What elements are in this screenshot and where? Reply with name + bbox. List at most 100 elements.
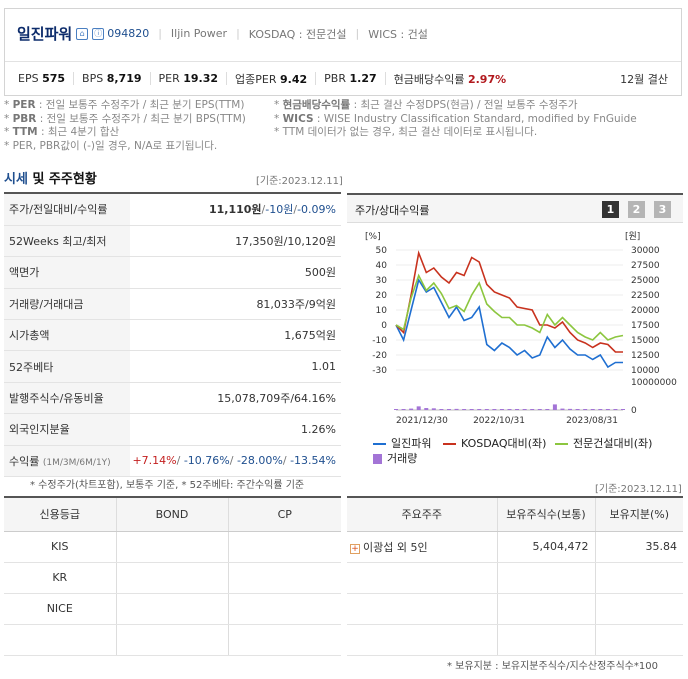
table-top-border — [4, 192, 341, 194]
period-button-2[interactable]: 2 — [628, 201, 645, 218]
volume-bar — [469, 409, 474, 410]
y-tick-label: -10 — [372, 336, 387, 346]
price-value: 11,110원/-10원/-0.09% — [130, 194, 341, 226]
y-tick-label: 50 — [376, 246, 388, 256]
stat-industry-per: 업종PER 9.42 — [235, 72, 308, 86]
note-per: * PER : 전일 보통주 수정주가 / 최근 분기 EPS(TTM) — [4, 99, 245, 111]
credit-rating-table: 신용등급 BOND CP KIS KR NICE — [4, 498, 341, 656]
volume-bar — [484, 409, 489, 410]
stat-bps: BPS 8,719 — [82, 72, 142, 85]
volume-bar — [575, 409, 580, 410]
section-title: 시세 및 주주현황 — [4, 172, 97, 187]
volume-bar — [454, 408, 459, 410]
base-date: [기준:2023.12.11] — [595, 484, 682, 495]
y-tick-label: 40 — [376, 261, 388, 271]
y2-tick-label: 17500 — [631, 321, 660, 331]
table-top-border — [4, 496, 341, 498]
stat-per: PER 19.32 — [158, 72, 219, 85]
note-ttm-missing: * TTM 데이터가 없는 경우, 최근 결산 데이터로 표시됩니다. — [274, 126, 538, 138]
y-tick-label: 10 — [376, 306, 388, 316]
divider: | — [355, 27, 360, 40]
stat-eps: EPS 575 — [18, 72, 66, 85]
table-row[interactable]: + 이광섭 외 5인 5,404,472 35.84 — [347, 531, 683, 563]
table-row — [347, 624, 683, 656]
volume-bar — [424, 408, 429, 410]
returns-label: 수익률 (1M/3M/6M/1Y) — [4, 445, 130, 478]
volume-bar — [507, 409, 512, 410]
note-wics: * WICS : WISE Industry Classification St… — [274, 112, 637, 125]
volume-bar — [613, 409, 618, 410]
y-tick-label: 0 — [381, 321, 387, 331]
y-axis-label: [%] — [365, 232, 381, 242]
volume-bar — [583, 409, 588, 410]
table-row: NICE — [4, 593, 341, 625]
volume-bar — [409, 408, 414, 410]
volume-bar — [515, 409, 520, 410]
series-line — [395, 273, 624, 341]
table-row: KIS — [4, 531, 341, 563]
table-row: 주가/전일대비/수익률 11,110원/-10원/-0.09% — [4, 194, 341, 226]
market-footnote: * 수정주가(차트포함), 보통주 기준, * 52주베타: 주간수익률 기준 — [30, 480, 305, 491]
volume-bar — [499, 409, 504, 410]
table-row: 외국인지분율 1.26% — [4, 413, 341, 446]
table-row: 52주베타 1.01 — [4, 350, 341, 383]
volume-bar — [605, 409, 610, 410]
y2-tick-label: 25000 — [631, 276, 660, 286]
home-icon[interactable]: ⌂ — [76, 27, 89, 40]
y2-tick-label: 30000 — [631, 246, 660, 256]
y2-tick-label: 20000 — [631, 306, 660, 316]
volume-bar — [522, 409, 527, 410]
shareholders-table: 주요주주 보유주식수(보통) 보유지분(%) + 이광섭 외 5인 5,404,4… — [347, 498, 683, 656]
volume-bar — [446, 409, 451, 410]
y-tick-label: 30 — [376, 276, 388, 286]
legend-item: KOSDAQ대비(좌) — [443, 435, 546, 451]
volume-bar — [416, 406, 421, 410]
key-stats-row: EPS 575 BPS 8,719 PER 19.32 업종PER 9.42 P… — [5, 61, 681, 95]
volume-bar — [477, 409, 482, 410]
y2-tick-label: 15000 — [631, 336, 660, 346]
market-info-table: 주가/전일대비/수익률 11,110원/-10원/-0.09% 52Weeks … — [4, 194, 341, 478]
base-date: [기준:2023.12.11] — [256, 176, 343, 187]
volume-tick-label: 10000000 — [631, 378, 677, 388]
series-line — [395, 278, 623, 369]
volume-bar — [552, 404, 557, 410]
company-title-row: 일진파워 ⌂ ⓘ 094820 | Iljin Power | KOSDAQ :… — [17, 23, 428, 44]
returns-value: +7.14%/ -10.76%/ -28.00%/ -13.54% — [130, 445, 341, 478]
price-label: 주가/전일대비/수익률 — [4, 194, 130, 226]
legend-item: 거래량 — [373, 450, 417, 466]
shareholder-name[interactable]: + 이광섭 외 5인 — [347, 531, 497, 563]
table-row: 거래량/거래대금 81,033주/9억원 — [4, 288, 341, 321]
stock-code: 094820 — [107, 27, 150, 40]
chart-header: 주가/상대수익률 1 2 3 — [347, 195, 683, 223]
y-tick-label: 20 — [376, 291, 388, 301]
wics-sector: WICS : 건설 — [368, 27, 428, 41]
volume-bar — [545, 409, 550, 410]
table-row: 발행주식수/유동비율 15,078,709주/64.16% — [4, 382, 341, 415]
table-row: KR — [4, 562, 341, 594]
x-tick-label: 2023/08/31 — [566, 416, 618, 426]
volume-tick-label: 0 — [631, 406, 637, 416]
expand-icon[interactable]: + — [350, 543, 360, 554]
volume-bar — [394, 409, 398, 410]
period-button-1[interactable]: 1 — [602, 201, 619, 218]
table-row: 신용등급 BOND CP — [4, 498, 341, 532]
volume-bar — [462, 409, 467, 410]
volume-bar — [492, 409, 497, 410]
ir-icon[interactable]: ⓘ — [92, 27, 105, 40]
y2-tick-label: 27500 — [631, 261, 660, 271]
table-row — [347, 562, 683, 594]
note-ttm: * TTM : 최근 4분기 합산 — [4, 126, 120, 138]
period-button-3[interactable]: 3 — [654, 201, 671, 218]
price-chart-panel: 주가/상대수익률 1 2 3 [%] [원] 50 30000 40 27500 30 250… — [347, 193, 683, 465]
table-row: 수익률 (1M/3M/6M/1Y) +7.14%/ -10.76%/ -28.0… — [4, 445, 341, 478]
volume-bar — [530, 409, 535, 410]
english-name: Iljin Power — [170, 27, 228, 40]
note-dividend: * 현금배당수익률 : 최근 결산 수정DPS(현금) / 전일 보통주 수정주… — [274, 99, 578, 111]
divider: | — [236, 27, 240, 40]
chart-title: 주가/상대수익률 — [355, 204, 430, 217]
volume-bar — [537, 409, 542, 410]
stat-dividend-yield: 현금배당수익률 2.97% — [393, 72, 507, 86]
legend-item: 전문건설대비(좌) — [555, 435, 652, 451]
market-sector: KOSDAQ : 전문건설 — [248, 27, 347, 41]
company-header: 일진파워 ⌂ ⓘ 094820 | Iljin Power | KOSDAQ :… — [4, 8, 682, 96]
